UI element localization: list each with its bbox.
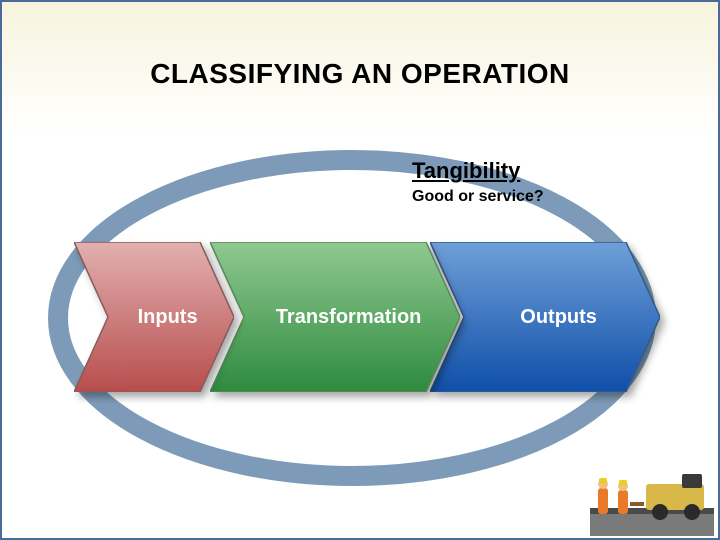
annotation-subtitle: Good or service?	[412, 188, 544, 206]
page-title: CLASSIFYING AN OPERATION	[2, 58, 718, 90]
slide: CLASSIFYING AN OPERATION InputsTransform…	[0, 0, 720, 540]
road-workers-illustration	[590, 454, 714, 536]
corner-illustration	[590, 454, 714, 536]
annotation-title: Tangibility	[412, 158, 520, 184]
flow-node-transformation: Transformation	[210, 242, 460, 392]
flow-node-inputs: Inputs	[74, 242, 234, 392]
flow-node-outputs: Outputs	[430, 242, 660, 392]
